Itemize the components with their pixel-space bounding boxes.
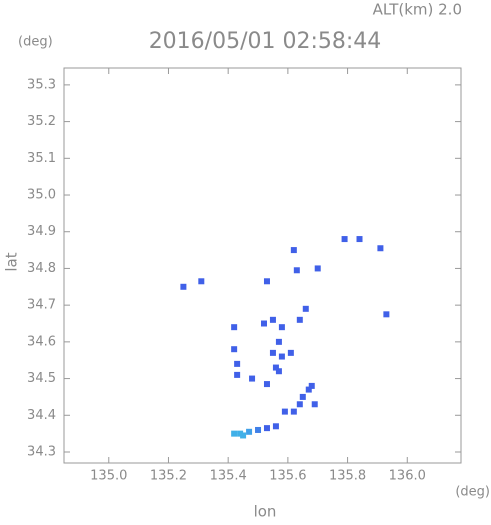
echo-point — [293, 267, 300, 274]
echo-point — [231, 346, 238, 353]
y-tick-label: 34.7 — [27, 298, 56, 313]
chart-title: 2016/05/01 02:58:44 — [149, 29, 382, 54]
echo-point — [278, 324, 285, 331]
echo-point — [272, 423, 279, 430]
plot-frame — [63, 67, 462, 464]
y-axis-label: lat — [3, 252, 21, 271]
echo-point — [234, 360, 241, 367]
echo-point — [231, 430, 238, 437]
echo-point — [234, 371, 241, 378]
y-tick-label: 34.6 — [27, 334, 56, 349]
y-tick-label: 35.3 — [27, 77, 56, 92]
x-tick-label: 135.4 — [210, 469, 247, 484]
echo-point — [341, 236, 348, 243]
echo-point — [275, 368, 282, 375]
echo-point — [275, 338, 282, 345]
echo-point — [260, 320, 267, 327]
x-axis-label: lon — [254, 503, 277, 521]
y-tick-label: 34.9 — [27, 224, 56, 239]
y-unit: (deg) — [18, 35, 53, 50]
echo-point — [240, 432, 247, 439]
echo-point — [296, 401, 303, 408]
echo-point — [249, 375, 256, 382]
echo-point — [296, 316, 303, 323]
y-tick-label: 35.1 — [27, 151, 56, 166]
altitude: ALT(km) 2.0 — [373, 1, 462, 19]
x-tick-label: 135.0 — [90, 469, 127, 484]
y-tick-label: 34.3 — [27, 444, 56, 459]
echo-point — [180, 283, 187, 290]
echo-point — [383, 311, 390, 318]
echo-point — [281, 408, 288, 415]
echo-point — [246, 428, 253, 435]
echo-point — [263, 425, 270, 432]
x-tick-label: 135.8 — [329, 469, 366, 484]
echo-point — [356, 236, 363, 243]
x-tick-label: 135.2 — [150, 469, 187, 484]
echo-point — [255, 426, 262, 433]
echo-point — [290, 408, 297, 415]
echo-point — [314, 265, 321, 272]
x-tick-label: 136.0 — [389, 469, 426, 484]
y-tick-label: 34.4 — [27, 408, 56, 423]
y-tick-label: 34.5 — [27, 371, 56, 386]
echo-point — [290, 247, 297, 254]
echo-point — [263, 278, 270, 285]
echo-point — [269, 316, 276, 323]
echo-point — [263, 381, 270, 388]
echo-point — [278, 353, 285, 360]
x-unit: (deg) — [455, 485, 490, 500]
echo-point — [272, 364, 279, 371]
echo-point — [302, 305, 309, 312]
x-tick-label: 135.6 — [269, 469, 306, 484]
y-tick-label: 34.8 — [27, 261, 56, 276]
y-tick-label: 35.2 — [27, 114, 56, 129]
echo-point — [299, 393, 306, 400]
echo-point — [198, 278, 205, 285]
echo-point — [308, 382, 315, 389]
echo-point — [287, 349, 294, 356]
echo-point — [311, 401, 318, 408]
echo-point — [269, 349, 276, 356]
y-tick-label: 35.0 — [27, 188, 56, 203]
echo-point — [377, 245, 384, 252]
echo-point — [305, 386, 312, 393]
echo-point — [231, 324, 238, 331]
